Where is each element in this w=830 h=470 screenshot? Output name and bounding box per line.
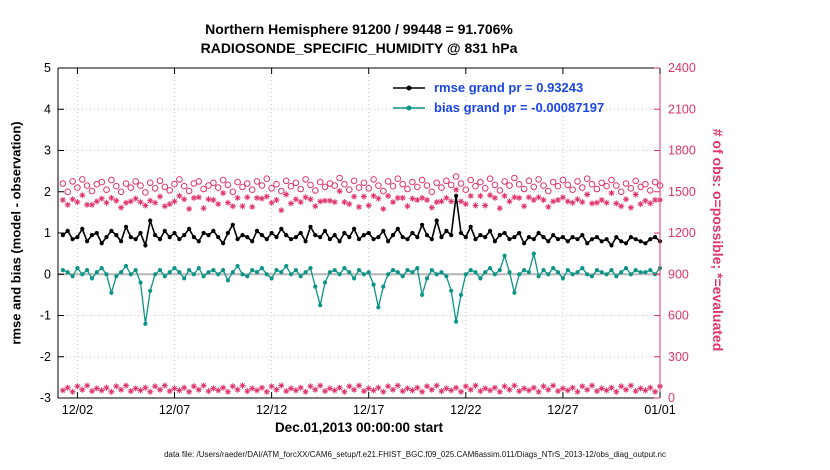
y-axis-label-right: # of obs: o=possible; *=evaluated (710, 128, 726, 352)
x-tick-label: 12/12 (256, 403, 287, 417)
chart-title-line2: RADIOSONDE_SPECIFIC_HUMIDITY @ 831 hPa (200, 40, 518, 56)
legend-item: rmse grand pr = 0.93243 (391, 80, 604, 95)
y-right-tick-label: 600 (668, 309, 689, 323)
y-left-tick-label: 4 (44, 102, 51, 116)
y-right-tick-label: 300 (668, 350, 689, 364)
y-left-tick-label: 2 (44, 185, 51, 199)
y-left-tick-label: -1 (40, 309, 51, 323)
x-tick-label: 01/01 (644, 403, 675, 417)
data-file-path: data file: /Users/raeder/DAI/ATM_forcXX/… (164, 450, 666, 459)
series-obs_lower_band (59, 382, 663, 395)
y-left-tick-label: -2 (40, 350, 51, 364)
x-tick-label: 12/17 (353, 403, 384, 417)
y-right-tick-label: 2400 (668, 61, 696, 75)
y-right-tick-label: 2100 (668, 102, 696, 116)
series-bias (60, 251, 663, 326)
y-left-tick-label: 5 (44, 61, 51, 75)
legend-line-sample (393, 105, 425, 110)
axes: 12/02 12/07 12/12 12/17 12/22 12/27 01/01 -3 -2 -… (40, 61, 696, 417)
y-right-tick-label: 900 (668, 267, 689, 281)
y-left-tick-label: 1 (44, 226, 51, 240)
x-axis-label: Dec.01,2013 00:00:00 start (274, 420, 444, 435)
y-right-tick-label: 1200 (668, 226, 696, 240)
y-left-tick-label: 3 (44, 144, 51, 158)
y-left-tick-label: -3 (40, 391, 51, 405)
x-tick-label: 12/27 (547, 403, 578, 417)
legend-line-sample (393, 85, 425, 90)
x-tick-label: 12/07 (159, 403, 190, 417)
legend: rmse grand pr = 0.93243 bias grand pr = -… (391, 80, 604, 115)
series-obs_possible (59, 173, 664, 196)
legend-item: bias grand pr = -0.00087197 (391, 100, 604, 115)
legend-label: bias grand pr = -0.00087197 (434, 100, 605, 115)
x-tick-label: 12/22 (450, 403, 481, 417)
y-right-tick-label: 1500 (668, 185, 696, 199)
y-left-tick-label: 0 (44, 267, 51, 281)
series-rmse (60, 193, 663, 249)
series-obs_evaluated (59, 186, 663, 214)
legend-label: rmse grand pr = 0.93243 (434, 80, 584, 95)
y-axis-label-left: rmse and bias (model - observation) (8, 121, 24, 345)
y-right-tick-label: 1800 (668, 144, 696, 158)
y-right-tick-label: 0 (668, 391, 675, 405)
x-tick-label: 12/02 (62, 403, 93, 417)
chart-title-line1: Northern Hemisphere 91200 / 99448 = 91.7… (205, 21, 513, 37)
